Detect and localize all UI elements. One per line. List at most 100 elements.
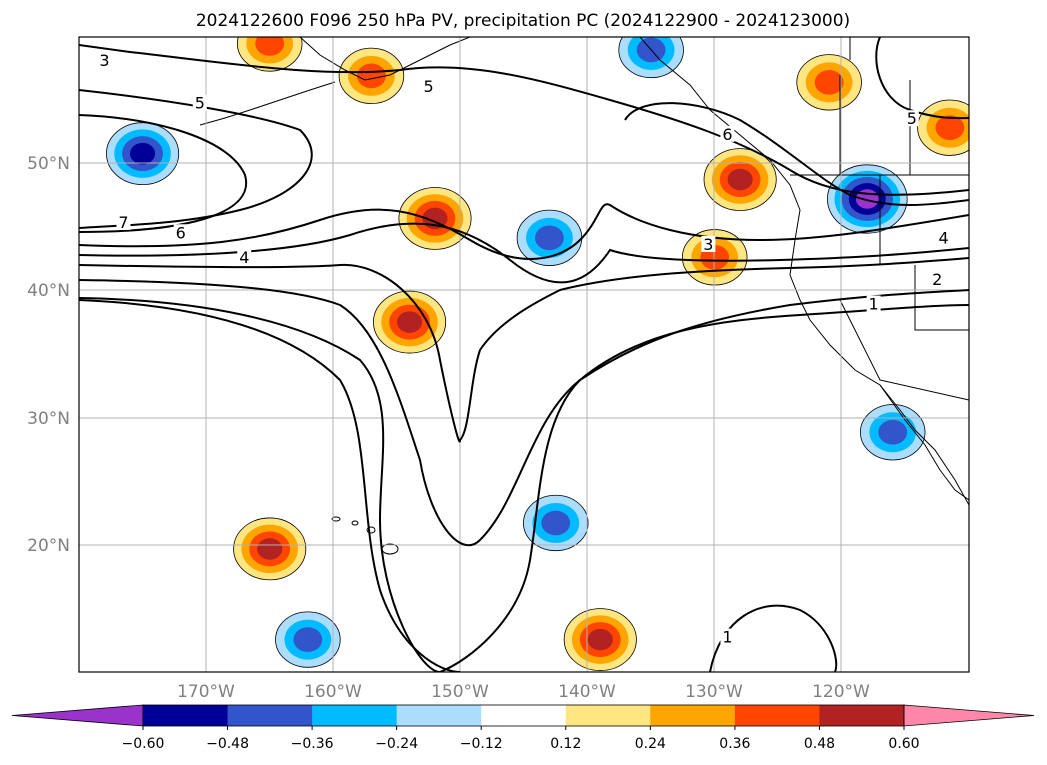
- alaska-coast: [299, 37, 471, 81]
- lon-label: 120°W: [812, 682, 870, 702]
- contour-label-bg: [173, 224, 188, 241]
- colorbar-segment: [734, 705, 820, 726]
- colorbar-segment: [481, 705, 567, 726]
- gridlines: [79, 37, 969, 672]
- contour-label: 4: [239, 248, 249, 267]
- precip-blob: [563, 608, 637, 671]
- colorbar-segment: [819, 705, 905, 726]
- latitude-labels: 50°N 40°N 30°N 20°N: [27, 154, 70, 556]
- colorbar-tick-label: 0.12: [550, 736, 581, 752]
- colorbar-tick-label: −0.48: [206, 736, 249, 752]
- precip-blob: [523, 494, 589, 552]
- pv-contour: [624, 102, 969, 206]
- contour-label: 2: [932, 270, 942, 289]
- precip-blob-level: [814, 70, 844, 95]
- precip-blob-level: [727, 168, 753, 191]
- border-canada: [849, 37, 911, 175]
- lat-label: 20°N: [27, 536, 70, 556]
- lon-label: 130°W: [685, 682, 743, 702]
- contour-label: 5: [424, 77, 434, 96]
- lat-label: 30°N: [27, 409, 70, 429]
- map-area: 3 5 5 6 5 7 6 4 3 4 2 1 1: [78, 36, 970, 673]
- pv-contour: [79, 299, 461, 672]
- chart-title: 2024122600 F096 250 hPa PV, precipitatio…: [196, 11, 850, 31]
- contour-label-bg: [237, 248, 252, 265]
- precip-blob-level: [293, 627, 323, 652]
- precip-blob: [796, 54, 862, 111]
- pv-contour: [875, 37, 969, 120]
- map-background: [79, 37, 969, 672]
- colorbar-segment: [312, 705, 398, 726]
- pv-contour: [79, 297, 969, 672]
- longitude-labels: 170°W 160°W 150°W 140°W 130°W 120°W: [177, 682, 870, 702]
- precip-blob-level: [541, 510, 571, 536]
- precip-blob-level: [357, 63, 386, 89]
- precip-blob-level: [257, 538, 283, 560]
- border-states: [839, 75, 969, 401]
- pv-contours: [79, 37, 969, 672]
- contour-label-bg: [421, 77, 436, 94]
- precip-blob: [338, 47, 405, 104]
- colorbar-tick-label: 0.36: [719, 736, 750, 752]
- pv-contour: [79, 44, 969, 196]
- contour-label-bg: [720, 125, 735, 142]
- map-frame: [78, 36, 970, 673]
- pv-contour: [79, 279, 969, 547]
- contour-label: 6: [176, 223, 186, 242]
- colorbar-tick-label: 0.24: [635, 736, 666, 752]
- pv-contour: [79, 222, 969, 284]
- north-america-coast: [639, 37, 969, 506]
- precip-blob-level: [935, 115, 965, 141]
- contour-label: 1: [722, 628, 732, 647]
- lon-label: 150°W: [431, 682, 489, 702]
- precip-blob: [233, 517, 307, 581]
- precip-blob: [703, 148, 777, 211]
- colorbar-tick-label: −0.60: [122, 736, 165, 752]
- colorbar: −0.60 −0.48 −0.36 −0.24 −0.12 0.12 0.24 0.36 0.4…: [11, 704, 1035, 752]
- precip-blob: [398, 187, 472, 250]
- precip-blob-level: [255, 37, 285, 56]
- contour-label: 1: [869, 295, 879, 314]
- colorbar-segment: [143, 705, 229, 726]
- colorbar-tick-label: 0.48: [804, 736, 835, 752]
- colorbar-frame: [142, 704, 905, 727]
- pv-contour: [79, 203, 969, 260]
- precip-blob: [373, 290, 447, 354]
- precip-blob: [106, 122, 180, 185]
- colorbar-tick-label: −0.36: [291, 736, 334, 752]
- precip-blob-level: [587, 628, 613, 651]
- contour-label: 5: [195, 94, 205, 113]
- precip-blob-level: [397, 311, 423, 333]
- pv-contour: [79, 257, 969, 443]
- precip-blob: [917, 99, 969, 156]
- pv-contour-labels: 3 5 5 6 5 7 6 4 3 4 2 1 1: [97, 51, 951, 647]
- contour-label-bg: [116, 213, 131, 230]
- lon-label: 140°W: [558, 682, 616, 702]
- contour-label-bg: [701, 235, 716, 252]
- precip-blob: [236, 37, 303, 72]
- colorbar-segment: [650, 705, 736, 726]
- contour-label: 6: [722, 125, 732, 144]
- contour-label-bg: [936, 229, 951, 246]
- coastlines: [199, 37, 969, 506]
- colorbar-segment: [396, 705, 482, 726]
- precipitation-anomalies: [106, 37, 969, 671]
- colorbar-tick-label: −0.12: [460, 736, 503, 752]
- contour-label: 5: [907, 109, 917, 128]
- pv-contour: [79, 114, 248, 233]
- contour-label-bg: [97, 51, 112, 68]
- aleutians-coast: [199, 81, 336, 126]
- lon-label: 160°W: [304, 682, 362, 702]
- precip-blob-level: [535, 225, 564, 251]
- precip-blob-level: [878, 419, 908, 445]
- colorbar-segment: [565, 705, 651, 726]
- contour-label-bg: [904, 110, 919, 127]
- lon-label: 170°W: [177, 682, 235, 702]
- precip-blob: [275, 611, 341, 668]
- colorbar-segment: [227, 705, 313, 726]
- precip-blob-level: [130, 142, 156, 165]
- colorbar-tick-label: 0.60: [888, 736, 919, 752]
- contour-label: 7: [118, 213, 128, 232]
- colorbar-extend-low: [11, 704, 144, 727]
